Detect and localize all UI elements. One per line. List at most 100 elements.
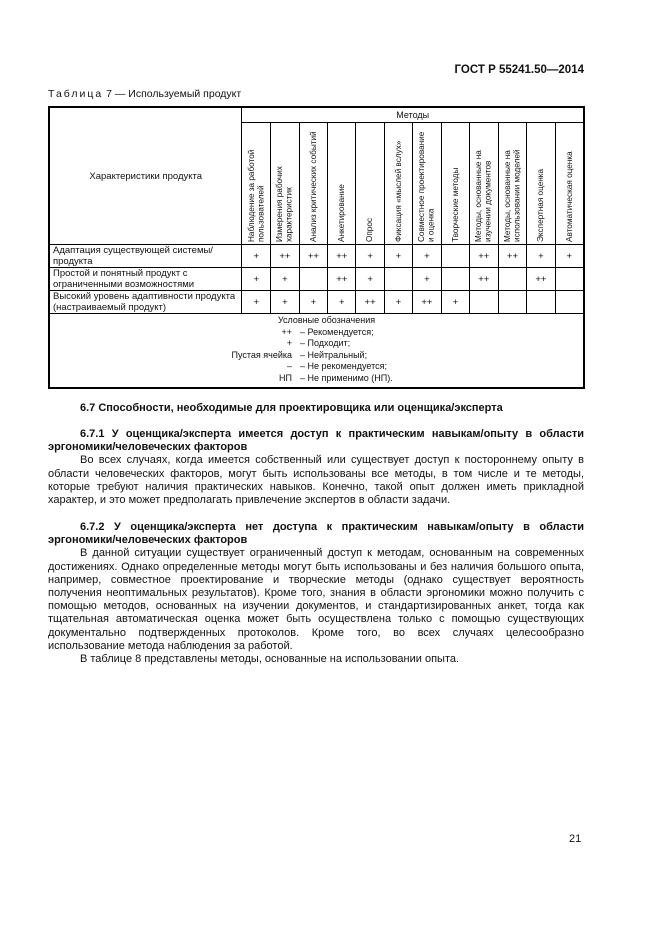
rating-cell <box>383 267 414 291</box>
rating-cell: + <box>241 290 272 314</box>
rating-cell: + <box>327 290 357 314</box>
characteristics-header: Характеристики продукта <box>48 106 243 245</box>
section-heading-6-7: 6.7 Способности, необходимые для проекти… <box>80 402 503 414</box>
method-header-label: Анализ критических событий <box>308 131 318 242</box>
section-6-7-2: 6.7.2 У оценщика/эксперта нет доступа к … <box>48 521 584 666</box>
legend-item: НП – Не применимо (НП). <box>50 373 583 385</box>
rating-cell: ++ <box>497 244 528 268</box>
rating-cell: + <box>270 290 300 314</box>
rating-cell: ++ <box>327 267 357 291</box>
rating-cell <box>440 267 470 291</box>
rating-cell: + <box>355 244 385 268</box>
table-caption: Таблица 7 — Используемый продукт <box>48 88 241 100</box>
method-header: Измерения рабочих характеристик <box>270 122 300 245</box>
method-header: Автоматическая оценка <box>554 122 585 245</box>
rating-cell: ++ <box>526 267 556 291</box>
method-header-label: Методы, основанные на использовании моде… <box>502 149 522 242</box>
table-caption-prefix: Таблица <box>48 88 104 100</box>
rating-cell: ++ <box>298 244 329 268</box>
legend-desc: – Не рекомендуется; <box>300 361 387 372</box>
legend: Условные обозначения ++ – Рекомендуется; +… <box>48 312 585 389</box>
rating-cell: + <box>412 244 442 268</box>
rating-cell: + <box>355 267 385 291</box>
rating-cell: + <box>270 267 300 291</box>
rating-cell <box>554 267 585 291</box>
rating-cell <box>298 267 329 291</box>
page-number: 21 <box>569 833 582 845</box>
legend-title: Условные обозначения <box>277 315 376 325</box>
rating-cell: + <box>526 244 556 268</box>
table-row: Простой и понятный продукт с ограниченны… <box>48 267 585 291</box>
method-header: Анализ критических событий <box>298 122 329 245</box>
rating-cell <box>554 290 585 314</box>
method-header-label: Экспертная оценка <box>536 168 546 242</box>
rating-cell: + <box>298 290 329 314</box>
rating-cell <box>497 290 528 314</box>
legend-key: ++ <box>281 326 292 337</box>
legend-desc: – Нейтральный; <box>300 349 368 360</box>
methods-table: Характеристики продукта Методы Наблюдени… <box>48 106 585 389</box>
methods-header: Методы <box>241 106 585 123</box>
method-header: Методы, основанные на использовании моде… <box>497 122 528 245</box>
method-header: Методы, основанные на изучении документо… <box>468 122 499 245</box>
legend-item: ++ – Рекомендуется; <box>50 327 583 339</box>
rating-cell: ++ <box>412 290 442 314</box>
rating-cell <box>497 267 528 291</box>
method-header-label: Совместное проектирование и оценка <box>417 131 436 242</box>
legend-item: – – Не рекомендуется; <box>50 361 583 373</box>
rating-cell <box>440 244 470 268</box>
method-header: Анкетирование <box>327 122 357 245</box>
table-caption-title: 7 — Используемый продукт <box>106 88 242 100</box>
table-row: Адаптация существующей системы/продукта +… <box>48 244 585 268</box>
method-header: Экспертная оценка <box>526 122 556 245</box>
legend-item: + – Подходит; <box>50 338 583 350</box>
legend-desc: – Не применимо (НП). <box>300 372 393 383</box>
rating-cell: + <box>554 244 585 268</box>
section-heading-6-7-2: 6.7.2 У оценщика/эксперта нет доступа к … <box>48 521 584 547</box>
row-label: Простой и понятный продукт с ограниченны… <box>48 267 243 291</box>
document-id: ГОСТ Р 55241.50—2014 <box>454 64 584 76</box>
section-6-7-1: 6.7.1 У оценщика/эксперта имеется доступ… <box>48 428 584 507</box>
rating-cell: + <box>412 267 442 291</box>
method-header-label: Методы, основанные на изучении документо… <box>474 150 493 242</box>
rating-cell: + <box>241 267 272 291</box>
paragraph: В данной ситуации существует ограниченны… <box>48 547 584 652</box>
rating-cell: + <box>383 244 414 268</box>
paragraph: В таблице 8 представлены методы, основан… <box>80 653 460 666</box>
rating-cell <box>468 290 499 314</box>
table-row: Высокий уровень адаптивности продукта (н… <box>48 290 585 314</box>
section-6-7: 6.7 Способности, необходимые для проекти… <box>48 402 584 415</box>
method-header-label: Измерения рабочих характеристик <box>275 166 294 242</box>
rating-cell: + <box>440 290 470 314</box>
rating-cell: + <box>383 290 414 314</box>
legend-item: Пустая ячейка – Нейтральный; <box>50 350 583 362</box>
rating-cell: ++ <box>270 244 300 268</box>
method-header-label: Опрос <box>365 217 375 242</box>
method-header: Фиксация «мыслей вслух» <box>383 122 414 245</box>
paragraph: Во всех случаях, когда имеется собственн… <box>48 454 584 507</box>
method-header: Творческие методы <box>440 122 470 245</box>
method-header-label: Фиксация «мыслей вслух» <box>393 140 403 242</box>
rating-cell: ++ <box>468 267 499 291</box>
method-header: Опрос <box>355 122 385 245</box>
rating-cell: ++ <box>468 244 499 268</box>
method-header: Наблюдение за работой пользователей <box>241 122 272 245</box>
rating-cell: ++ <box>327 244 357 268</box>
legend-desc: – Рекомендуется; <box>300 326 374 337</box>
section-heading-6-7-1: 6.7.1 У оценщика/эксперта имеется доступ… <box>48 428 584 454</box>
method-header-label: Анкетирование <box>337 184 347 242</box>
method-header-label: Наблюдение за работой пользователей <box>246 149 266 242</box>
method-header: Совместное проектирование и оценка <box>412 122 442 245</box>
legend-key: – <box>286 361 292 372</box>
legend-desc: – Подходит; <box>300 338 351 349</box>
rating-cell: + <box>241 244 272 268</box>
method-header-label: Автоматическая оценка <box>564 151 574 242</box>
rating-cell: ++ <box>355 290 385 314</box>
row-label: Адаптация существующей системы/продукта <box>48 244 243 268</box>
legend-key: + <box>286 338 292 349</box>
legend-key: НП <box>279 372 292 383</box>
rating-cell <box>526 290 556 314</box>
row-label: Высокий уровень адаптивности продукта (н… <box>48 290 243 314</box>
method-header-label: Творческие методы <box>450 167 460 242</box>
